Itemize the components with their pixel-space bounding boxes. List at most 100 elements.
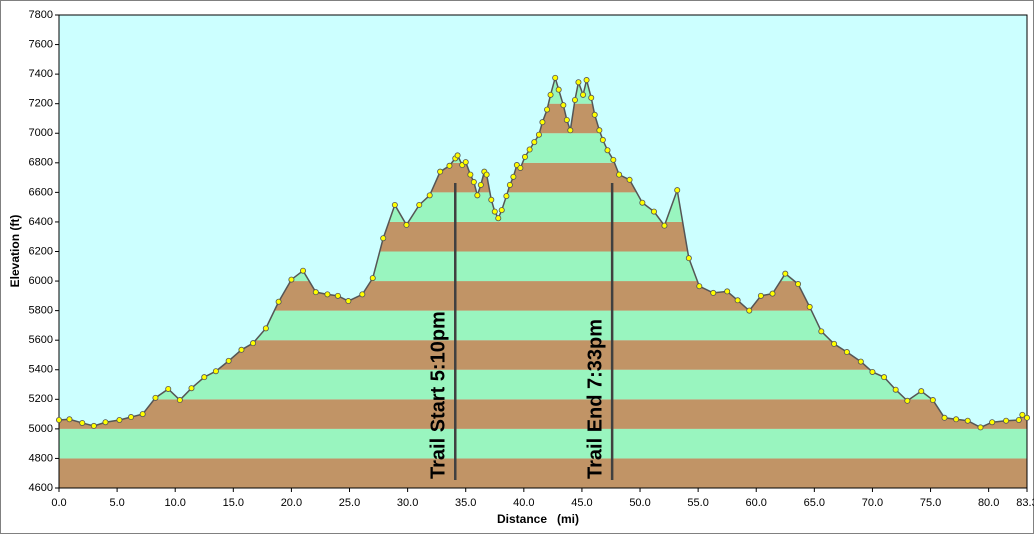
- point: [552, 74, 559, 81]
- point: [483, 171, 490, 178]
- point: [869, 368, 876, 375]
- y-tick-label: 7600: [29, 38, 53, 50]
- point: [583, 77, 590, 84]
- point: [857, 358, 864, 365]
- point: [818, 328, 825, 335]
- point: [369, 275, 376, 282]
- point: [977, 424, 984, 431]
- point: [238, 346, 245, 353]
- point: [139, 411, 146, 418]
- point: [1019, 411, 1026, 418]
- y-tick-label: 6600: [29, 186, 53, 198]
- point: [757, 292, 764, 299]
- point: [782, 270, 789, 277]
- x-tick-label: 40.0: [513, 497, 534, 509]
- point: [454, 152, 461, 159]
- point: [710, 289, 717, 296]
- x-tick-label: 55.0: [687, 497, 708, 509]
- point: [580, 91, 587, 98]
- y-axis-title: Elevation (ft): [8, 215, 22, 288]
- point: [724, 288, 731, 295]
- point: [416, 201, 423, 208]
- point: [380, 235, 387, 242]
- point: [446, 162, 453, 169]
- x-tick-label: 25.0: [339, 497, 360, 509]
- point: [474, 192, 481, 199]
- point: [79, 419, 86, 426]
- point: [696, 283, 703, 290]
- point: [892, 386, 899, 393]
- point: [588, 94, 595, 101]
- point: [116, 417, 123, 424]
- point: [806, 303, 813, 310]
- point: [881, 374, 888, 381]
- y-tick-label: 4800: [29, 452, 53, 464]
- x-tick-label: 5.0: [109, 497, 124, 509]
- point: [575, 79, 582, 86]
- point: [626, 176, 633, 183]
- point: [1003, 417, 1010, 424]
- point: [66, 416, 73, 423]
- point: [176, 397, 183, 404]
- y-tick-label: 7400: [29, 68, 53, 80]
- elevation-band: [59, 399, 1027, 429]
- point: [462, 159, 469, 166]
- point: [300, 267, 307, 274]
- point: [275, 298, 282, 305]
- point: [563, 116, 570, 123]
- point: [685, 255, 692, 262]
- y-tick-label: 7000: [29, 127, 53, 139]
- point: [510, 173, 517, 180]
- point: [498, 207, 505, 214]
- x-axis-title: Distance (mi): [497, 512, 579, 526]
- x-tick-label: 0.0: [51, 497, 66, 509]
- point: [212, 368, 219, 375]
- point: [734, 297, 741, 304]
- y-tick-label: 5000: [29, 423, 53, 435]
- point: [488, 196, 495, 203]
- x-tick-label: 45.0: [571, 497, 592, 509]
- x-tick-label: 60.0: [746, 497, 767, 509]
- x-tick-label: 80.0: [978, 497, 999, 509]
- point: [506, 181, 513, 188]
- x-tick-label: 65.0: [804, 497, 825, 509]
- point: [128, 414, 135, 421]
- point: [56, 417, 63, 424]
- point: [964, 417, 971, 424]
- annotation-label: Trail Start 5:10pm: [428, 311, 450, 479]
- point: [288, 276, 295, 283]
- x-tick-label: 50.0: [629, 497, 650, 509]
- point: [437, 168, 444, 175]
- y-tick-label: 6200: [29, 245, 53, 257]
- y-tick-label: 6800: [29, 157, 53, 169]
- point: [334, 292, 341, 299]
- point: [359, 291, 366, 298]
- point: [918, 388, 925, 395]
- x-tick-label: 35.0: [455, 497, 476, 509]
- x-tick-label: 10.0: [164, 497, 185, 509]
- point: [188, 385, 195, 392]
- point: [843, 349, 850, 356]
- point: [929, 397, 936, 404]
- point: [746, 307, 753, 314]
- point: [616, 171, 623, 178]
- point: [674, 187, 681, 194]
- point: [526, 146, 533, 153]
- point: [517, 164, 524, 171]
- point: [639, 199, 646, 206]
- point: [426, 192, 433, 199]
- point: [403, 221, 410, 228]
- point: [90, 422, 97, 429]
- point: [470, 179, 477, 186]
- x-tick-label: 30.0: [397, 497, 418, 509]
- y-tick-label: 4600: [29, 482, 53, 494]
- x-tick-label: 70.0: [862, 497, 883, 509]
- point: [1024, 414, 1031, 421]
- point: [650, 208, 657, 215]
- point: [521, 153, 528, 160]
- point: [225, 357, 232, 364]
- point: [165, 385, 172, 392]
- point: [391, 201, 398, 208]
- y-tick-label: 7800: [29, 9, 53, 21]
